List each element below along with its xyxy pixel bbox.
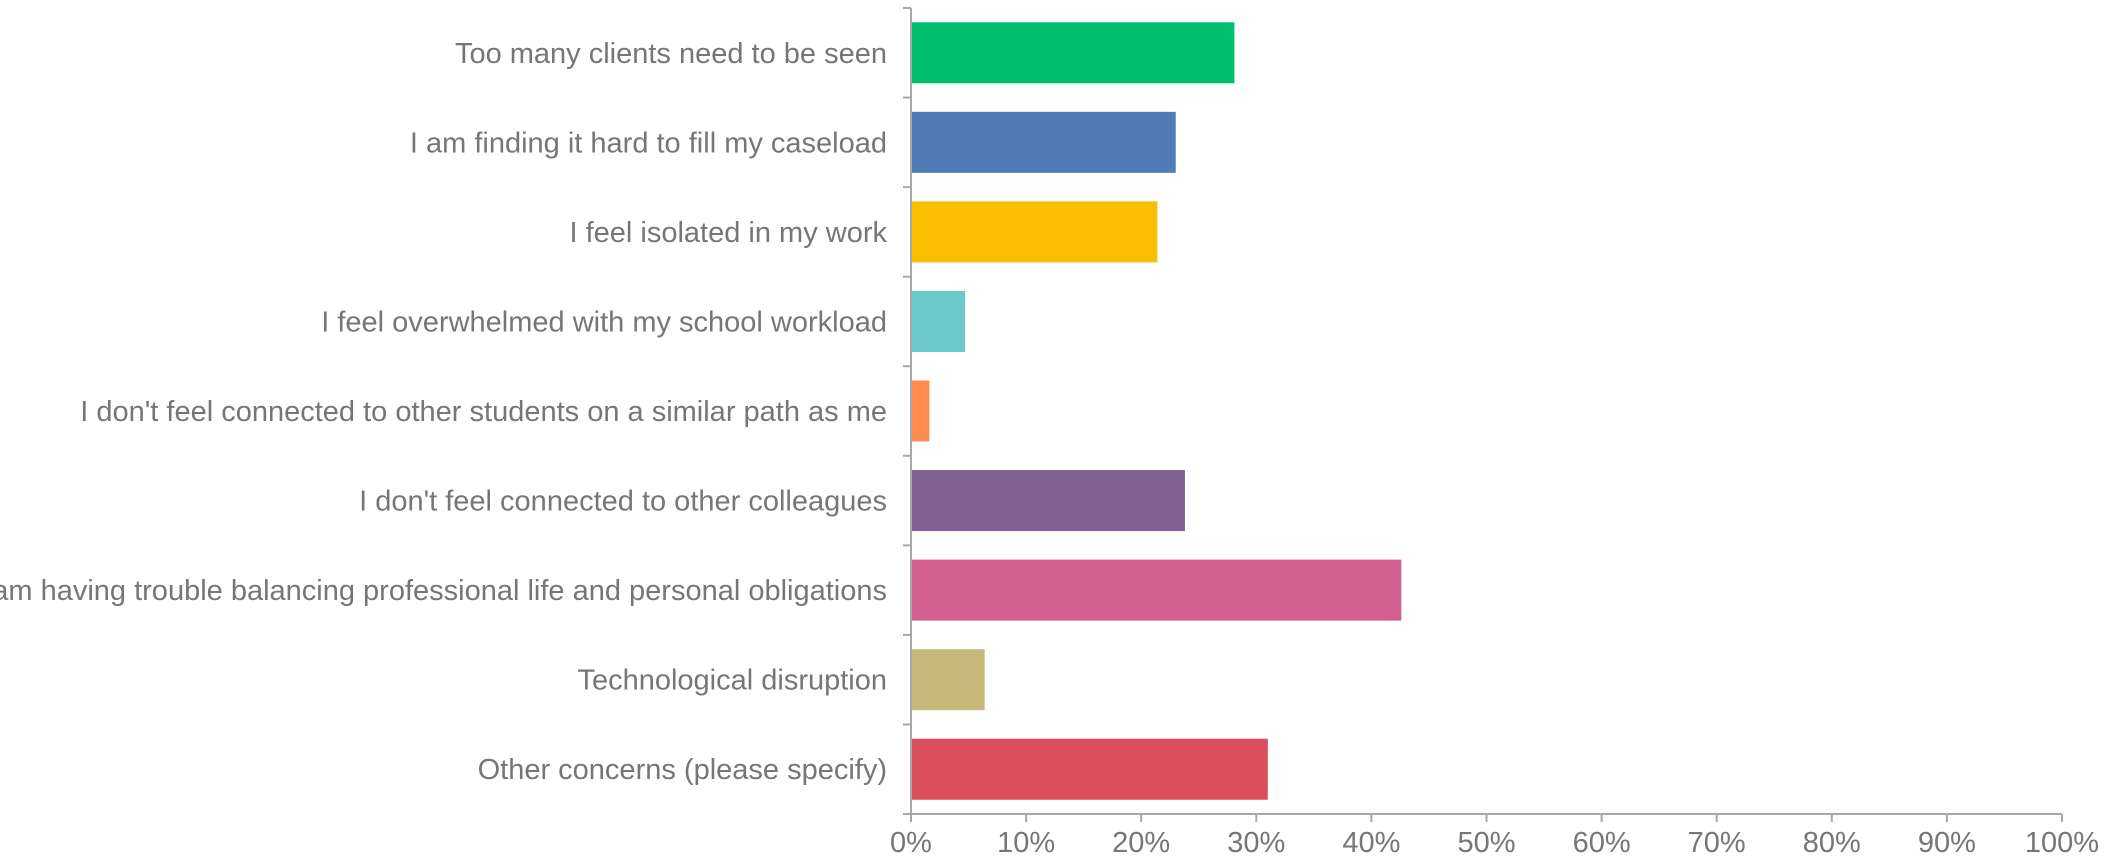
bars-layer: [912, 22, 1402, 800]
category-label-8: Technological disruption: [577, 665, 887, 697]
x-tick-label-3: 30%: [1227, 827, 1285, 859]
bar-2: [912, 111, 1176, 173]
x-tick-label-8: 80%: [1803, 827, 1861, 859]
x-tick-label-1: 10%: [997, 827, 1055, 859]
x-tick-label-4: 40%: [1342, 827, 1400, 859]
bar-3: [912, 201, 1158, 263]
axis-layer: [903, 7, 2063, 822]
category-label-6: I don't feel connected to other colleagu…: [359, 486, 887, 518]
category-label-7: I am having trouble balancing profession…: [0, 575, 887, 607]
x-tick-label-6: 60%: [1573, 827, 1631, 859]
x-tick-label-2: 20%: [1112, 827, 1170, 859]
labels-layer: Too many clients need to be seen I am fin…: [0, 38, 2099, 859]
bar-1: [912, 22, 1235, 84]
bar-9: [912, 738, 1268, 800]
x-tick-label-7: 70%: [1688, 827, 1746, 859]
x-tick-label-9: 90%: [1918, 827, 1976, 859]
x-tick-label-10: 100%: [2025, 827, 2099, 859]
category-label-3: I feel isolated in my work: [569, 217, 887, 249]
x-tick-label-0: 0%: [890, 827, 932, 859]
bar-5: [912, 380, 930, 442]
category-label-2: I am finding it hard to fill my caseload: [410, 127, 887, 159]
category-label-5: I don't feel connected to other students…: [80, 396, 887, 428]
bar-6: [912, 470, 1185, 532]
category-label-4: I feel overwhelmed with my school worklo…: [321, 306, 887, 338]
x-tick-label-5: 50%: [1457, 827, 1515, 859]
bar-8: [912, 649, 985, 711]
bar-4: [912, 290, 966, 352]
bar-7: [912, 559, 1402, 621]
category-label-1: Too many clients need to be seen: [455, 38, 887, 70]
category-label-9: Other concerns (please specify): [478, 754, 887, 786]
